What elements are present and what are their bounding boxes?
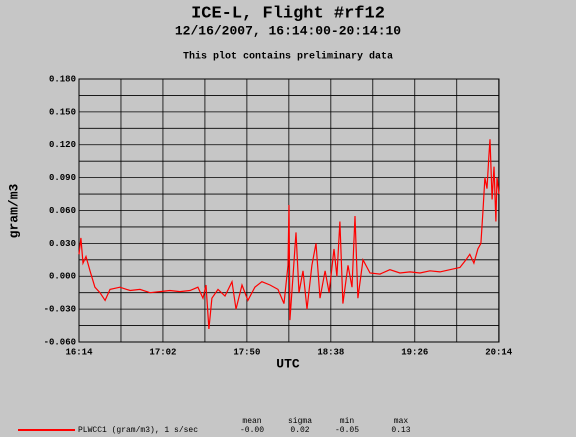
x-tick-label: 16:14 — [65, 347, 93, 357]
x-tick-label: 20:14 — [485, 347, 513, 357]
y-tick-label: -0.030 — [44, 305, 76, 315]
y-tick-label: -0.060 — [44, 337, 76, 347]
plot-frame — [78, 78, 500, 343]
stat-value: -0.00 — [240, 426, 264, 435]
stat-header: max — [394, 417, 409, 426]
stat-header: min — [340, 417, 355, 426]
stat-value: 0.02 — [290, 426, 309, 435]
y-tick-label: 0.180 — [49, 74, 76, 84]
y-tick-label: 0.150 — [49, 107, 76, 117]
chart-note: This plot contains preliminary data — [183, 51, 393, 63]
x-tick-label: 17:50 — [233, 347, 260, 357]
y-tick-label: 0.000 — [49, 272, 76, 282]
chart-subtitle: 12/16/2007, 16:14:00-20:14:10 — [175, 23, 401, 38]
stat-value: 0.13 — [391, 426, 410, 435]
x-tick-label: 19:26 — [401, 347, 428, 357]
stat-value: -0.05 — [335, 426, 359, 435]
y-tick-label: 0.090 — [49, 173, 76, 183]
x-tick-label: 18:38 — [317, 347, 344, 357]
x-axis-label: UTC — [276, 356, 300, 371]
y-tick-label: 0.120 — [49, 140, 76, 150]
stat-header: mean — [242, 417, 261, 426]
x-tick-label: 17:02 — [149, 347, 176, 357]
y-tick-label: 0.060 — [49, 206, 76, 216]
y-tick-label: 0.030 — [49, 239, 76, 249]
chart-title: ICE-L, Flight #rf12 — [191, 4, 385, 23]
stat-header: sigma — [288, 417, 312, 426]
data-line — [78, 139, 500, 329]
legend-label: PLWCC1 (gram/m3), 1 s/sec — [78, 426, 198, 435]
y-axis-label: gram/m3 — [6, 183, 21, 238]
